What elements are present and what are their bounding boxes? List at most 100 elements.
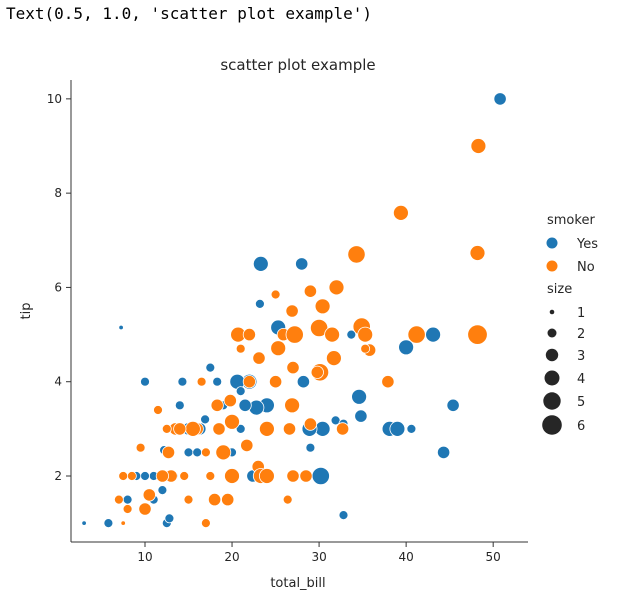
scatter-point-no [392,204,409,221]
legend-label-no: No [577,260,595,275]
scatter-point-yes [252,255,269,272]
legend-size-label-1: 1 [577,306,585,321]
scatter-point-no [328,279,345,296]
legend-marker-yes [546,237,558,249]
scatter-point-no [299,469,313,483]
scatter-point-yes [295,257,309,271]
scatter-point-yes [305,442,316,453]
scatter-point-yes [296,375,310,389]
y-tick-label: 4 [54,375,62,389]
legend-size-title: size [547,282,572,297]
scatter-point-yes [212,376,223,387]
scatter-point-no [357,326,374,343]
legend-size-label-2: 2 [577,327,585,342]
scatter-point-no [335,422,350,436]
legend-size-marker-5 [543,392,561,410]
scatter-point-yes [235,386,246,397]
scatter-point-no [282,422,297,436]
scatter-point-yes [174,400,185,411]
scatter-point-yes [81,520,87,526]
legend-size-marker-3 [545,348,559,362]
scatter-point-no [286,360,300,375]
scatter-point-no [179,471,190,481]
scatter-point-yes [238,398,252,412]
scatter-point-no [258,420,275,437]
scatter-point-no [467,324,488,345]
scatter-point-no [324,326,341,343]
scatter-point-yes [164,513,175,524]
scatter-point-no [118,471,129,481]
scatter-point-no [270,289,281,300]
scatter-point-yes [183,447,194,458]
scatter-point-no [155,469,169,483]
scatter-point-no [173,422,187,436]
scatter-point-yes [122,494,133,505]
scatter-point-no [200,447,211,458]
cell-output-text: Text(0.5, 1.0, 'scatter plot example') [6,4,373,23]
scatter-point-no [142,488,156,502]
legend-label-yes: Yes [576,237,598,252]
x-tick-label: 20 [224,550,239,564]
scatter-point-no [210,398,224,412]
scatter-point-no [303,417,317,431]
y-tick-label: 8 [54,186,62,200]
scatter-point-no [120,520,126,526]
data-points [81,92,507,528]
legend-size-marker-6 [542,415,562,435]
legend-size-label-5: 5 [577,395,585,410]
x-tick-label: 30 [311,550,326,564]
legend-size-label-6: 6 [577,419,585,434]
scatter-point-no [208,492,222,507]
scatter-point-no [325,350,342,367]
scatter-point-no [252,351,266,365]
scatter-point-no [135,442,146,453]
scatter-point-no [221,492,235,507]
legend: smoker Yes No size 1 2 3 4 5 6 [542,213,598,435]
scatter-point-no [242,327,256,342]
scatter-point-no [161,445,176,459]
y-tick-label: 10 [47,92,62,106]
scatter-point-no [469,245,486,261]
scatter-point-no [314,298,331,315]
legend-marker-no [546,260,558,272]
scatter-point-yes [118,324,124,331]
scatter-point-yes [254,298,265,309]
scatter-point-yes [446,398,460,412]
y-ticks: 2 4 6 8 10 [47,92,71,483]
scatter-point-yes [338,510,349,520]
scatter-point-no [303,284,317,298]
scatter-point-yes [425,326,442,343]
scatter-point-no [153,405,163,415]
scatter-point-no [161,423,172,434]
axes: 10 20 30 40 50 2 4 6 8 10 [47,80,528,564]
legend-size-marker-4 [544,370,560,386]
legend-hue-title: smoker [547,213,595,228]
scatter-point-no [310,365,324,379]
scatter-point-yes [235,423,246,434]
x-tick-label: 50 [486,550,501,564]
x-ticks: 10 20 30 40 50 [137,542,501,564]
scatter-point-no [235,343,246,354]
scatter-point-no [286,469,300,483]
scatter-point-no [381,375,395,389]
scatter-point-yes [351,388,368,405]
scatter-point-yes [311,466,330,486]
scatter-point-no [285,304,299,318]
x-tick-label: 10 [137,550,152,564]
legend-size-marker-1 [549,309,555,315]
scatter-point-no [200,518,211,528]
scatter-point-no [212,422,226,436]
scatter-point-no [224,413,240,430]
scatter-point-yes [398,339,415,356]
scatter-point-no [122,504,133,514]
scatter-point-no [258,468,275,484]
scatter-point-no [138,502,152,516]
x-tick-label: 40 [398,550,413,564]
scatter-point-yes [346,329,357,340]
scatter-point-yes [436,445,451,459]
legend-size-label-3: 3 [577,349,585,364]
scatter-point-no [114,494,124,505]
scatter-point-no [224,468,240,484]
y-tick-label: 6 [54,280,62,294]
